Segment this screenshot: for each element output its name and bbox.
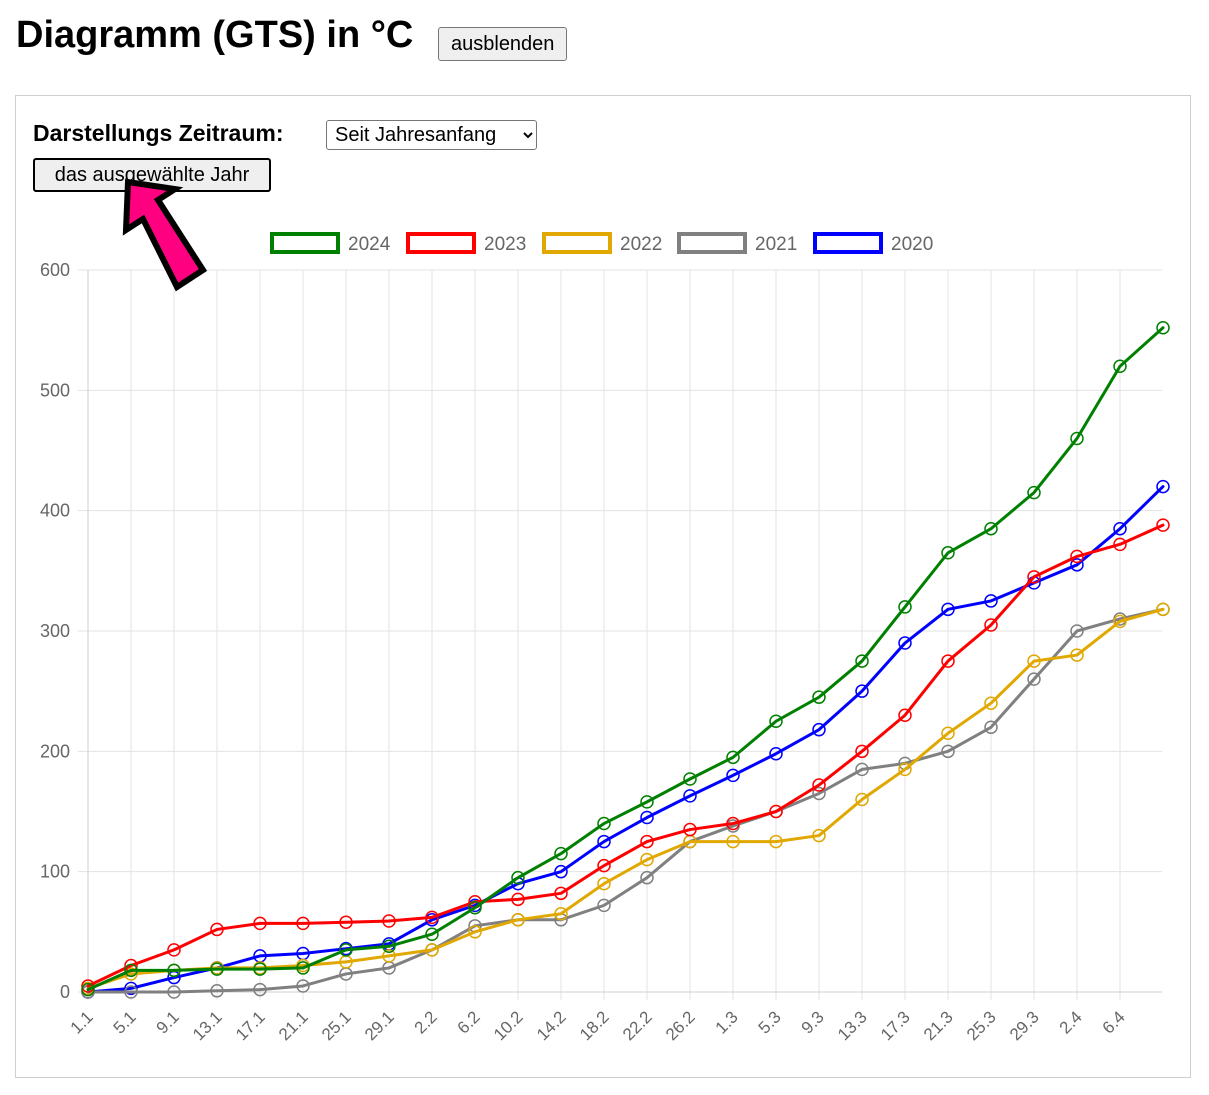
period-select[interactable]: Seit Jahresanfang	[326, 120, 537, 150]
hide-chart-button[interactable]: ausblenden	[438, 27, 568, 61]
selected-year-button[interactable]: das ausgewählte Jahr	[33, 158, 271, 192]
period-label: Darstellungs Zeitraum:	[33, 120, 284, 146]
page-title: Diagramm (GTS) in °C	[16, 14, 414, 56]
chart-panel	[15, 95, 1191, 1078]
